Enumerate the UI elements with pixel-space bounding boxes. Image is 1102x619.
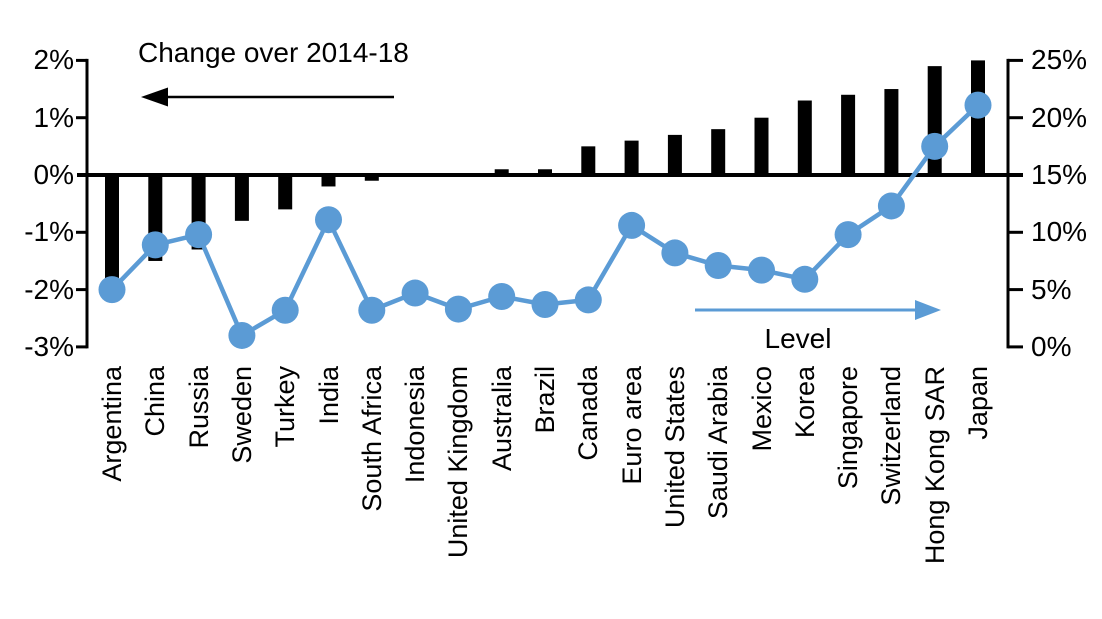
bar-korea: [797, 100, 812, 175]
point-united-states: [661, 239, 689, 267]
point-australia: [488, 282, 516, 310]
category-label-hong-kong-sar: Hong Kong SAR: [919, 366, 950, 565]
point-south-africa: [358, 296, 386, 324]
bar-australia: [494, 169, 509, 175]
point-mexico: [748, 256, 775, 284]
category-label-mexico: Mexico: [746, 366, 777, 452]
right-axis-tick-label: 15%: [1031, 159, 1088, 190]
bar-turkey: [278, 175, 293, 210]
bar-united-states: [667, 134, 682, 175]
point-russia: [185, 221, 213, 249]
point-canada: [574, 286, 602, 314]
bar-india: [321, 175, 336, 187]
bar-south-africa: [364, 175, 379, 181]
category-label-united-states: United States: [659, 366, 690, 529]
point-singapore: [834, 221, 862, 249]
point-turkey: [271, 296, 299, 324]
category-label-argentina: Argentina: [97, 366, 127, 482]
point-sweden: [228, 321, 256, 349]
category-label-canada: Canada: [573, 366, 604, 461]
left-axis-tick-label: -2%: [24, 273, 74, 305]
right-axis-tick-label: 0%: [1031, 330, 1072, 362]
point-switzerland: [877, 192, 905, 220]
point-china: [141, 231, 169, 259]
left-axis-tick-label: -3%: [24, 330, 74, 362]
right-axis-tick-label: 5%: [1031, 273, 1072, 305]
bar-saudi-arabia: [711, 129, 726, 175]
category-label-turkey: Turkey: [270, 366, 301, 448]
left-axis-tick-label: 1%: [33, 101, 74, 133]
left-axis-tick-label: 0%: [33, 159, 74, 190]
point-saudi-arabia: [704, 252, 732, 280]
bar-brazil: [538, 169, 552, 175]
category-label-united-kingdom: United Kingdom: [443, 366, 474, 559]
category-label-india: India: [313, 366, 344, 425]
point-argentina: [98, 276, 126, 304]
left-axis-tick-label: -1%: [24, 216, 74, 248]
point-india: [315, 206, 342, 234]
category-label-indonesia: Indonesia: [400, 366, 431, 484]
bar-sweden: [234, 175, 249, 221]
category-label-japan: Japan: [963, 366, 993, 440]
bar-euro-area: [624, 140, 639, 175]
category-label-brazil: Brazil: [530, 366, 560, 434]
point-hong-kong-sar: [921, 132, 949, 160]
point-indonesia: [401, 279, 429, 307]
category-label-euro-area: Euro area: [616, 366, 647, 485]
category-label-korea: Korea: [789, 366, 820, 439]
bar-series-annotation: Change over 2014-18: [138, 37, 409, 68]
category-label-australia: Australia: [486, 366, 517, 472]
category-label-russia: Russia: [183, 366, 214, 449]
left-arrow-icon: [141, 87, 168, 107]
category-label-switzerland: Switzerland: [876, 366, 907, 506]
category-label-south-africa: South Africa: [356, 366, 387, 512]
category-label-singapore: Singapore: [833, 366, 864, 490]
right-axis-tick-label: 20%: [1031, 101, 1088, 133]
right-axis-tick-label: 10%: [1031, 216, 1088, 248]
point-euro-area: [618, 211, 646, 239]
category-label-china: China: [140, 366, 171, 437]
point-brazil: [531, 290, 559, 318]
point-united-kingdom: [444, 295, 472, 323]
bar-switzerland: [884, 89, 899, 175]
bar-mexico: [754, 117, 769, 175]
bar-singapore: [841, 94, 856, 175]
category-label-saudi-arabia: Saudi Arabia: [703, 366, 734, 520]
point-japan: [964, 91, 992, 119]
line-series-annotation: Level: [764, 323, 832, 354]
right-arrow-icon: [915, 300, 941, 320]
bar-canada: [581, 146, 596, 175]
category-label-sweden: Sweden: [226, 366, 257, 464]
bar-argentina: [105, 175, 119, 279]
point-korea: [791, 265, 819, 293]
left-axis-tick-label: 2%: [33, 44, 74, 76]
right-axis-tick-label: 25%: [1031, 44, 1088, 76]
